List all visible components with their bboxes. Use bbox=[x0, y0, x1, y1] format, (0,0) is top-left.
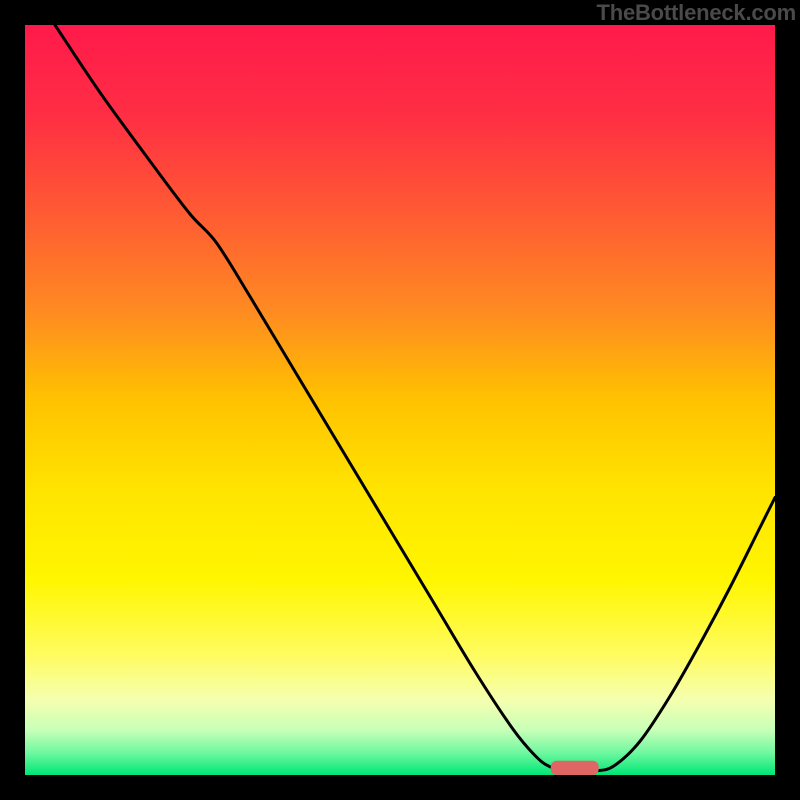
watermark-text: TheBottleneck.com bbox=[596, 0, 796, 26]
optimal-marker bbox=[551, 761, 599, 775]
plot-background bbox=[25, 25, 775, 775]
chart-container: TheBottleneck.com bbox=[0, 0, 800, 800]
bottleneck-chart bbox=[0, 0, 800, 800]
